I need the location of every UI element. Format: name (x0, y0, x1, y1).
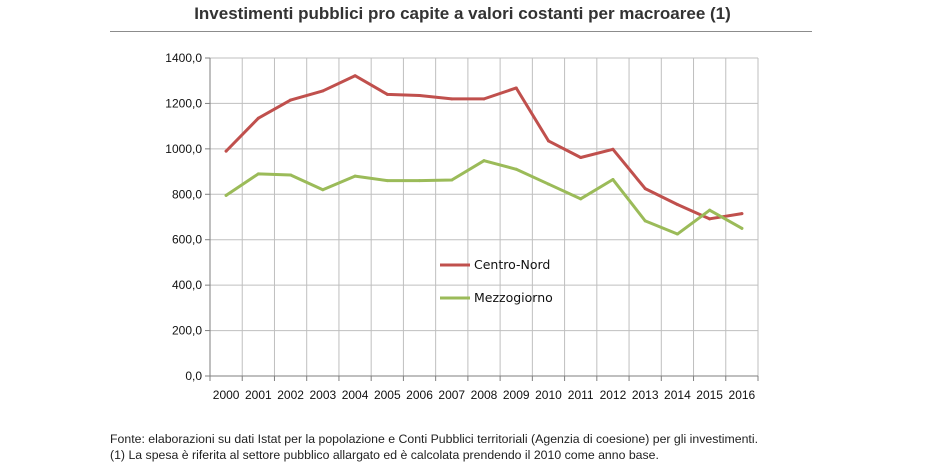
y-tick-label: 200,0 (172, 324, 202, 338)
x-tick-label: 2010 (535, 388, 562, 402)
x-tick-label: 2014 (664, 388, 691, 402)
data-point-mezzogiorno (224, 193, 228, 197)
data-point-centro-nord (224, 149, 228, 153)
x-tick-label: 2015 (696, 388, 723, 402)
data-point-mezzogiorno (289, 173, 293, 177)
data-point-centro-nord (256, 116, 260, 120)
y-tick-label: 0,0 (185, 369, 202, 383)
data-point-centro-nord (708, 217, 712, 221)
x-tick-label: 2004 (342, 388, 369, 402)
data-point-mezzogiorno (256, 172, 260, 176)
x-tick-label: 2007 (438, 388, 465, 402)
data-point-mezzogiorno (418, 179, 422, 183)
x-tick-label: 2013 (632, 388, 659, 402)
data-point-centro-nord (418, 93, 422, 97)
data-point-mezzogiorno (514, 167, 518, 171)
data-point-centro-nord (546, 139, 550, 143)
data-point-centro-nord (289, 98, 293, 102)
chart-title: Investimenti pubblici pro capite a valor… (194, 4, 731, 23)
data-point-centro-nord (675, 203, 679, 207)
x-tick-label: 2003 (309, 388, 336, 402)
data-point-centro-nord (482, 97, 486, 101)
legend-label-centro-nord: Centro-Nord (474, 257, 550, 272)
chart-footer: Fonte: elaborazioni su dati Istat per la… (110, 431, 890, 463)
y-tick-label: 1000,0 (165, 142, 202, 156)
x-tick-label: 2002 (277, 388, 304, 402)
x-tick-label: 2009 (503, 388, 530, 402)
data-point-mezzogiorno (385, 179, 389, 183)
data-point-centro-nord (611, 147, 615, 151)
data-point-centro-nord (450, 97, 454, 101)
data-point-centro-nord (321, 89, 325, 93)
data-point-centro-nord (643, 187, 647, 191)
x-tick-label: 2008 (471, 388, 498, 402)
title-rule (110, 31, 812, 32)
data-point-mezzogiorno (450, 178, 454, 182)
data-point-mezzogiorno (321, 188, 325, 192)
x-tick-label: 2006 (406, 388, 433, 402)
y-tick-label: 400,0 (172, 278, 202, 292)
footnote: (1) La spesa è riferita al settore pubbl… (110, 448, 659, 462)
x-tick-label: 2016 (729, 388, 756, 402)
legend-label-mezzogiorno: Mezzogiorno (474, 290, 553, 305)
y-tick-label: 600,0 (172, 233, 202, 247)
data-point-mezzogiorno (643, 219, 647, 223)
x-tick-label: 2000 (213, 388, 240, 402)
y-tick-label: 800,0 (172, 187, 202, 201)
data-point-mezzogiorno (611, 178, 615, 182)
data-point-mezzogiorno (482, 159, 486, 163)
data-point-centro-nord (385, 92, 389, 96)
y-tick-label: 1400,0 (165, 51, 202, 65)
data-point-mezzogiorno (740, 226, 744, 230)
data-point-mezzogiorno (675, 232, 679, 236)
series-line-centro-nord (224, 74, 744, 221)
data-point-centro-nord (353, 74, 357, 78)
x-tick-label: 2005 (374, 388, 401, 402)
data-point-mezzogiorno (579, 197, 583, 201)
data-point-centro-nord (740, 212, 744, 216)
data-point-mezzogiorno (546, 182, 550, 186)
x-tick-label: 2011 (568, 388, 594, 402)
data-point-mezzogiorno (708, 208, 712, 212)
data-point-centro-nord (579, 155, 583, 159)
data-point-mezzogiorno (353, 174, 357, 178)
data-point-centro-nord (514, 86, 518, 90)
x-tick-label: 2001 (245, 388, 272, 402)
y-tick-label: 1200,0 (165, 96, 202, 110)
x-tick-label: 2012 (600, 388, 627, 402)
source-note: Fonte: elaborazioni su dati Istat per la… (110, 432, 758, 446)
